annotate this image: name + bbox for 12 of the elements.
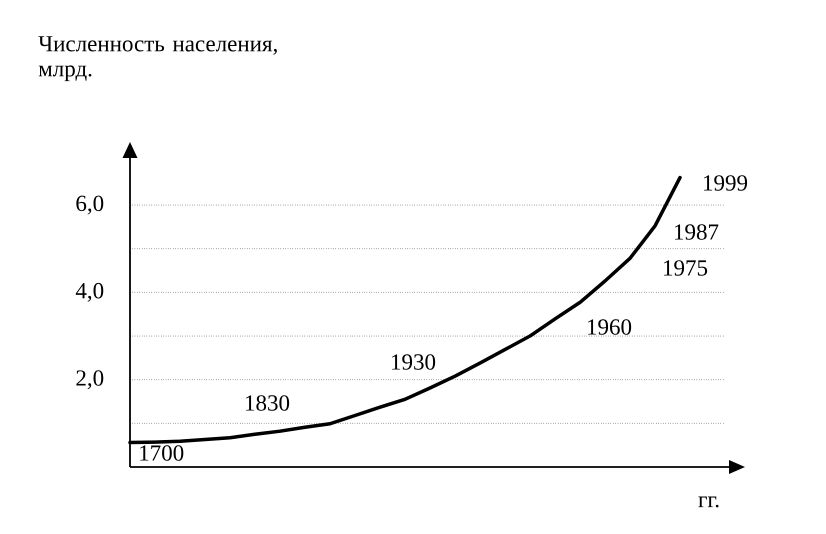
annotation: 1987 bbox=[675, 224, 718, 240]
y-tick-label: 4,0 bbox=[76, 282, 104, 302]
annotation: 1830 bbox=[246, 395, 290, 411]
text: 1999 bbox=[704, 175, 748, 191]
annotation: 1930 bbox=[392, 354, 436, 370]
annotation: 1960 bbox=[588, 319, 632, 335]
y-tick-label: 2,0 bbox=[76, 370, 104, 390]
annotation: 1975 bbox=[664, 260, 708, 276]
annotation: 1700 bbox=[140, 445, 184, 461]
y-tick-label: 6,0 bbox=[76, 196, 104, 214]
x-axis-title: гг. bbox=[698, 496, 719, 508]
chart-title: Численность населения, млрд. bbox=[38, 36, 277, 82]
